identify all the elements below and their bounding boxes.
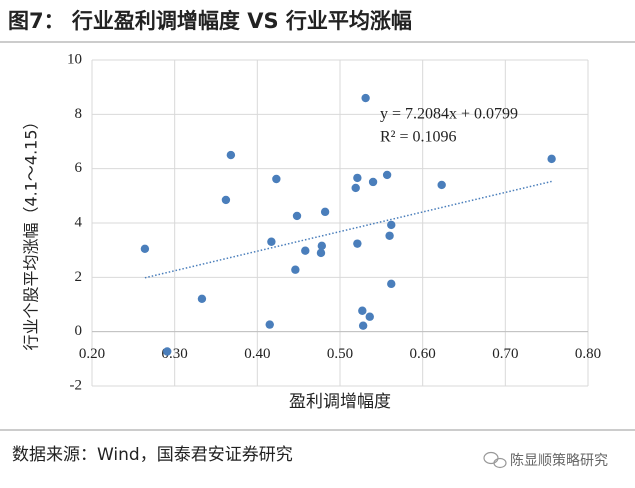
- point: [382, 170, 392, 180]
- point: [437, 180, 446, 190]
- point: [361, 93, 370, 103]
- point: [385, 231, 394, 240]
- point: [316, 248, 326, 258]
- point: [365, 312, 374, 321]
- point: [353, 173, 362, 183]
- point: [267, 237, 276, 246]
- point: [387, 220, 396, 230]
- point: [292, 211, 302, 221]
- y-tick-label: 2: [75, 269, 83, 285]
- point: [221, 195, 231, 205]
- x-tick-label: 0.40: [244, 346, 270, 362]
- point: [358, 306, 367, 315]
- y-tick-label: 4: [75, 214, 83, 230]
- point: [358, 321, 368, 330]
- y-axis-label: 行业个股平均涨幅（4.1～4.15）: [22, 113, 41, 350]
- y-tick-label: -2: [70, 377, 83, 393]
- x-tick-label: 0.50: [327, 346, 353, 362]
- point: [163, 347, 172, 356]
- point: [226, 150, 236, 160]
- y-tick-label: 10: [67, 51, 82, 67]
- annotation: R² = 0.1096: [380, 129, 457, 146]
- point: [197, 294, 207, 303]
- x-tick-label: 0.60: [410, 346, 436, 362]
- x-tick-label: 0.80: [575, 346, 601, 362]
- point: [291, 265, 300, 274]
- point: [317, 241, 327, 251]
- point: [387, 279, 396, 289]
- x-axis-label: 盈利调增幅度: [289, 392, 391, 412]
- annotation: y = 7.2084x + 0.0799: [380, 106, 518, 123]
- y-tick-label: 0: [75, 323, 83, 339]
- y-tick-label: 6: [75, 160, 83, 176]
- trendline: [144, 180, 552, 279]
- point: [301, 246, 310, 255]
- point: [272, 174, 281, 184]
- chart-title: 图7： 行业盈利调增幅度 VS 行业平均涨幅: [8, 9, 412, 33]
- x-tick-label: 0.20: [79, 346, 105, 362]
- watermark: 陈显顺策略研究: [510, 452, 608, 469]
- source: 数据来源：Wind，国泰君安证券研究: [12, 445, 293, 465]
- point: [353, 239, 362, 248]
- y-tick-label: 8: [75, 106, 83, 122]
- point: [265, 320, 274, 329]
- point: [547, 154, 556, 164]
- point: [368, 177, 378, 187]
- x-tick-label: 0.70: [492, 346, 518, 362]
- point: [320, 207, 330, 217]
- point: [140, 244, 150, 254]
- watermark-icon: [483, 451, 507, 469]
- point: [351, 183, 360, 193]
